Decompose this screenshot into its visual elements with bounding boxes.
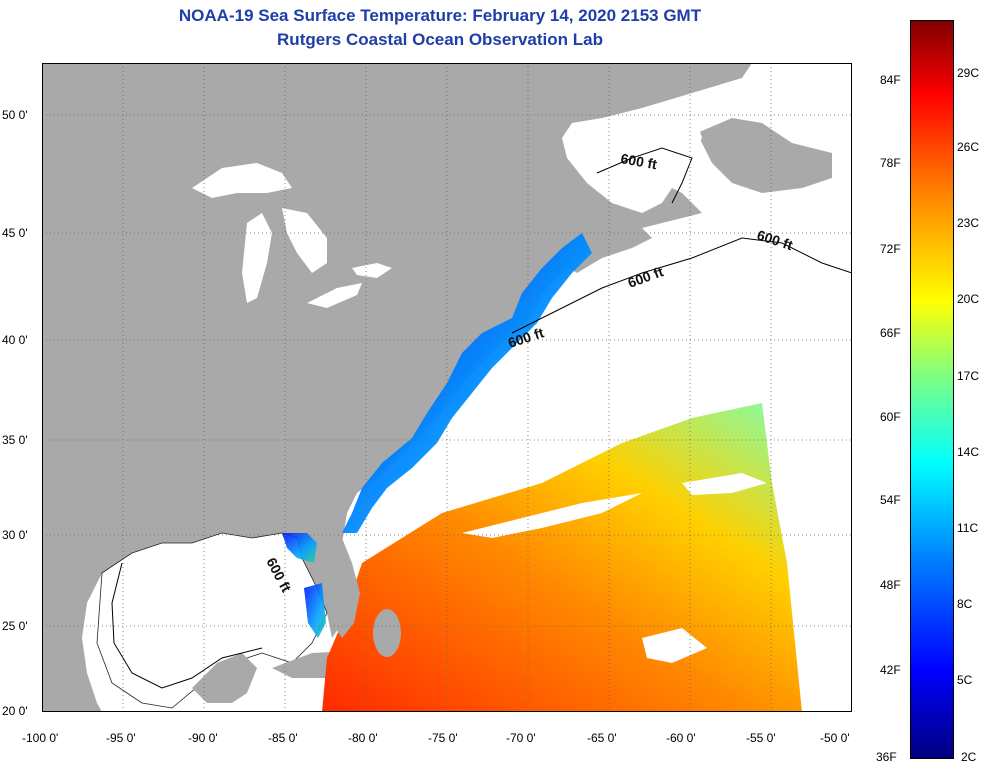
colorbar-f-label: 54F (880, 493, 901, 507)
lat-tick-label: 30 0' (2, 528, 28, 542)
lon-tick-label: -50 0' (820, 731, 850, 745)
colorbar-c-label: 14C (957, 445, 980, 459)
isobath-line (511, 237, 852, 334)
lat-tick-label: 25 0' (2, 619, 28, 633)
lon-tick-label: -70 0' (506, 731, 536, 745)
coastal-cold-water (282, 533, 317, 563)
colorbar-c-label: 2C (961, 750, 977, 764)
lake-ontario (352, 263, 392, 278)
lat-tick-label: 45 0' (2, 226, 28, 240)
lake-michigan (242, 213, 272, 303)
lake-superior (192, 163, 292, 198)
land-north-america (42, 63, 752, 712)
colorbar-f-label: 72F (880, 242, 901, 256)
coastal-cold-water (342, 233, 592, 533)
map-frame (42, 63, 852, 712)
colorbar-c-label: 5C (957, 673, 973, 687)
isobath-line (596, 147, 693, 204)
lon-tick-label: -60 0' (666, 731, 696, 745)
map-title: NOAA-19 Sea Surface Temperature: Februar… (178, 6, 702, 25)
gulf-of-mexico (96, 532, 328, 709)
colorbar (910, 20, 954, 759)
land-yucatan (192, 653, 257, 703)
colorbar-f-label: 60F (880, 410, 901, 424)
colorbar-f-label: 66F (880, 326, 901, 340)
isobath-label: 600 ft (619, 150, 658, 172)
land-bahamas (373, 609, 401, 657)
lat-tick-label: 35 0' (2, 433, 28, 447)
colorbar-c-label: 11C (957, 521, 979, 535)
isobath-line (111, 562, 263, 689)
lat-axis: 50 0' 45 0' 40 0' 35 0' 30 0' 25 0' 20 0… (2, 108, 28, 718)
lon-tick-label: -90 0' (188, 731, 218, 745)
colorbar-f-label: 84F (880, 73, 901, 87)
lon-tick-label: -95 0' (106, 731, 136, 745)
colorbar-c-label: 17C (957, 369, 980, 383)
lat-tick-label: 40 0' (2, 333, 28, 347)
lake-huron (282, 208, 327, 273)
colorbar-f-label: 42F (880, 663, 901, 677)
colorbar-c-label: 29C (957, 66, 980, 80)
colorbar-c-label: 26C (957, 140, 980, 154)
lon-tick-label: -80 0' (348, 731, 378, 745)
colorbar-c-label: 8C (957, 597, 973, 611)
lon-tick-label: -75 0' (428, 731, 458, 745)
coastal-cold-water (304, 583, 326, 638)
cloud-patch (682, 473, 767, 495)
graticule (42, 63, 852, 712)
cloud-patch (462, 493, 642, 538)
map-subtitle: Rutgers Coastal Ocean Observation Lab (277, 30, 603, 49)
lon-tick-label: -65 0' (587, 731, 617, 745)
lon-tick-label: -100 0' (22, 731, 58, 745)
land-newfoundland (697, 118, 832, 193)
colorbar-f-label: 48F (880, 578, 901, 592)
lake-erie (307, 283, 362, 308)
colorbar-f-label: 78F (880, 156, 901, 170)
lon-tick-label: -85 0' (268, 731, 298, 745)
land-nova-scotia (562, 228, 652, 273)
lon-axis: -100 0' -95 0' -90 0' -85 0' -80 0' -75 … (22, 731, 850, 745)
sst-map: 600 ft 600 ft 600 ft 600 ft 600 ft (42, 63, 852, 712)
colorbar-c-label: 23C (957, 216, 980, 230)
lat-tick-label: 20 0' (2, 704, 28, 718)
lon-tick-label: -55 0' (746, 731, 776, 745)
colorbar-f-label: 36F (876, 750, 897, 764)
colorbar-c-label: 20C (957, 292, 980, 306)
lat-tick-label: 50 0' (2, 108, 28, 122)
land-florida (317, 538, 360, 638)
cloud-patch (642, 628, 707, 663)
